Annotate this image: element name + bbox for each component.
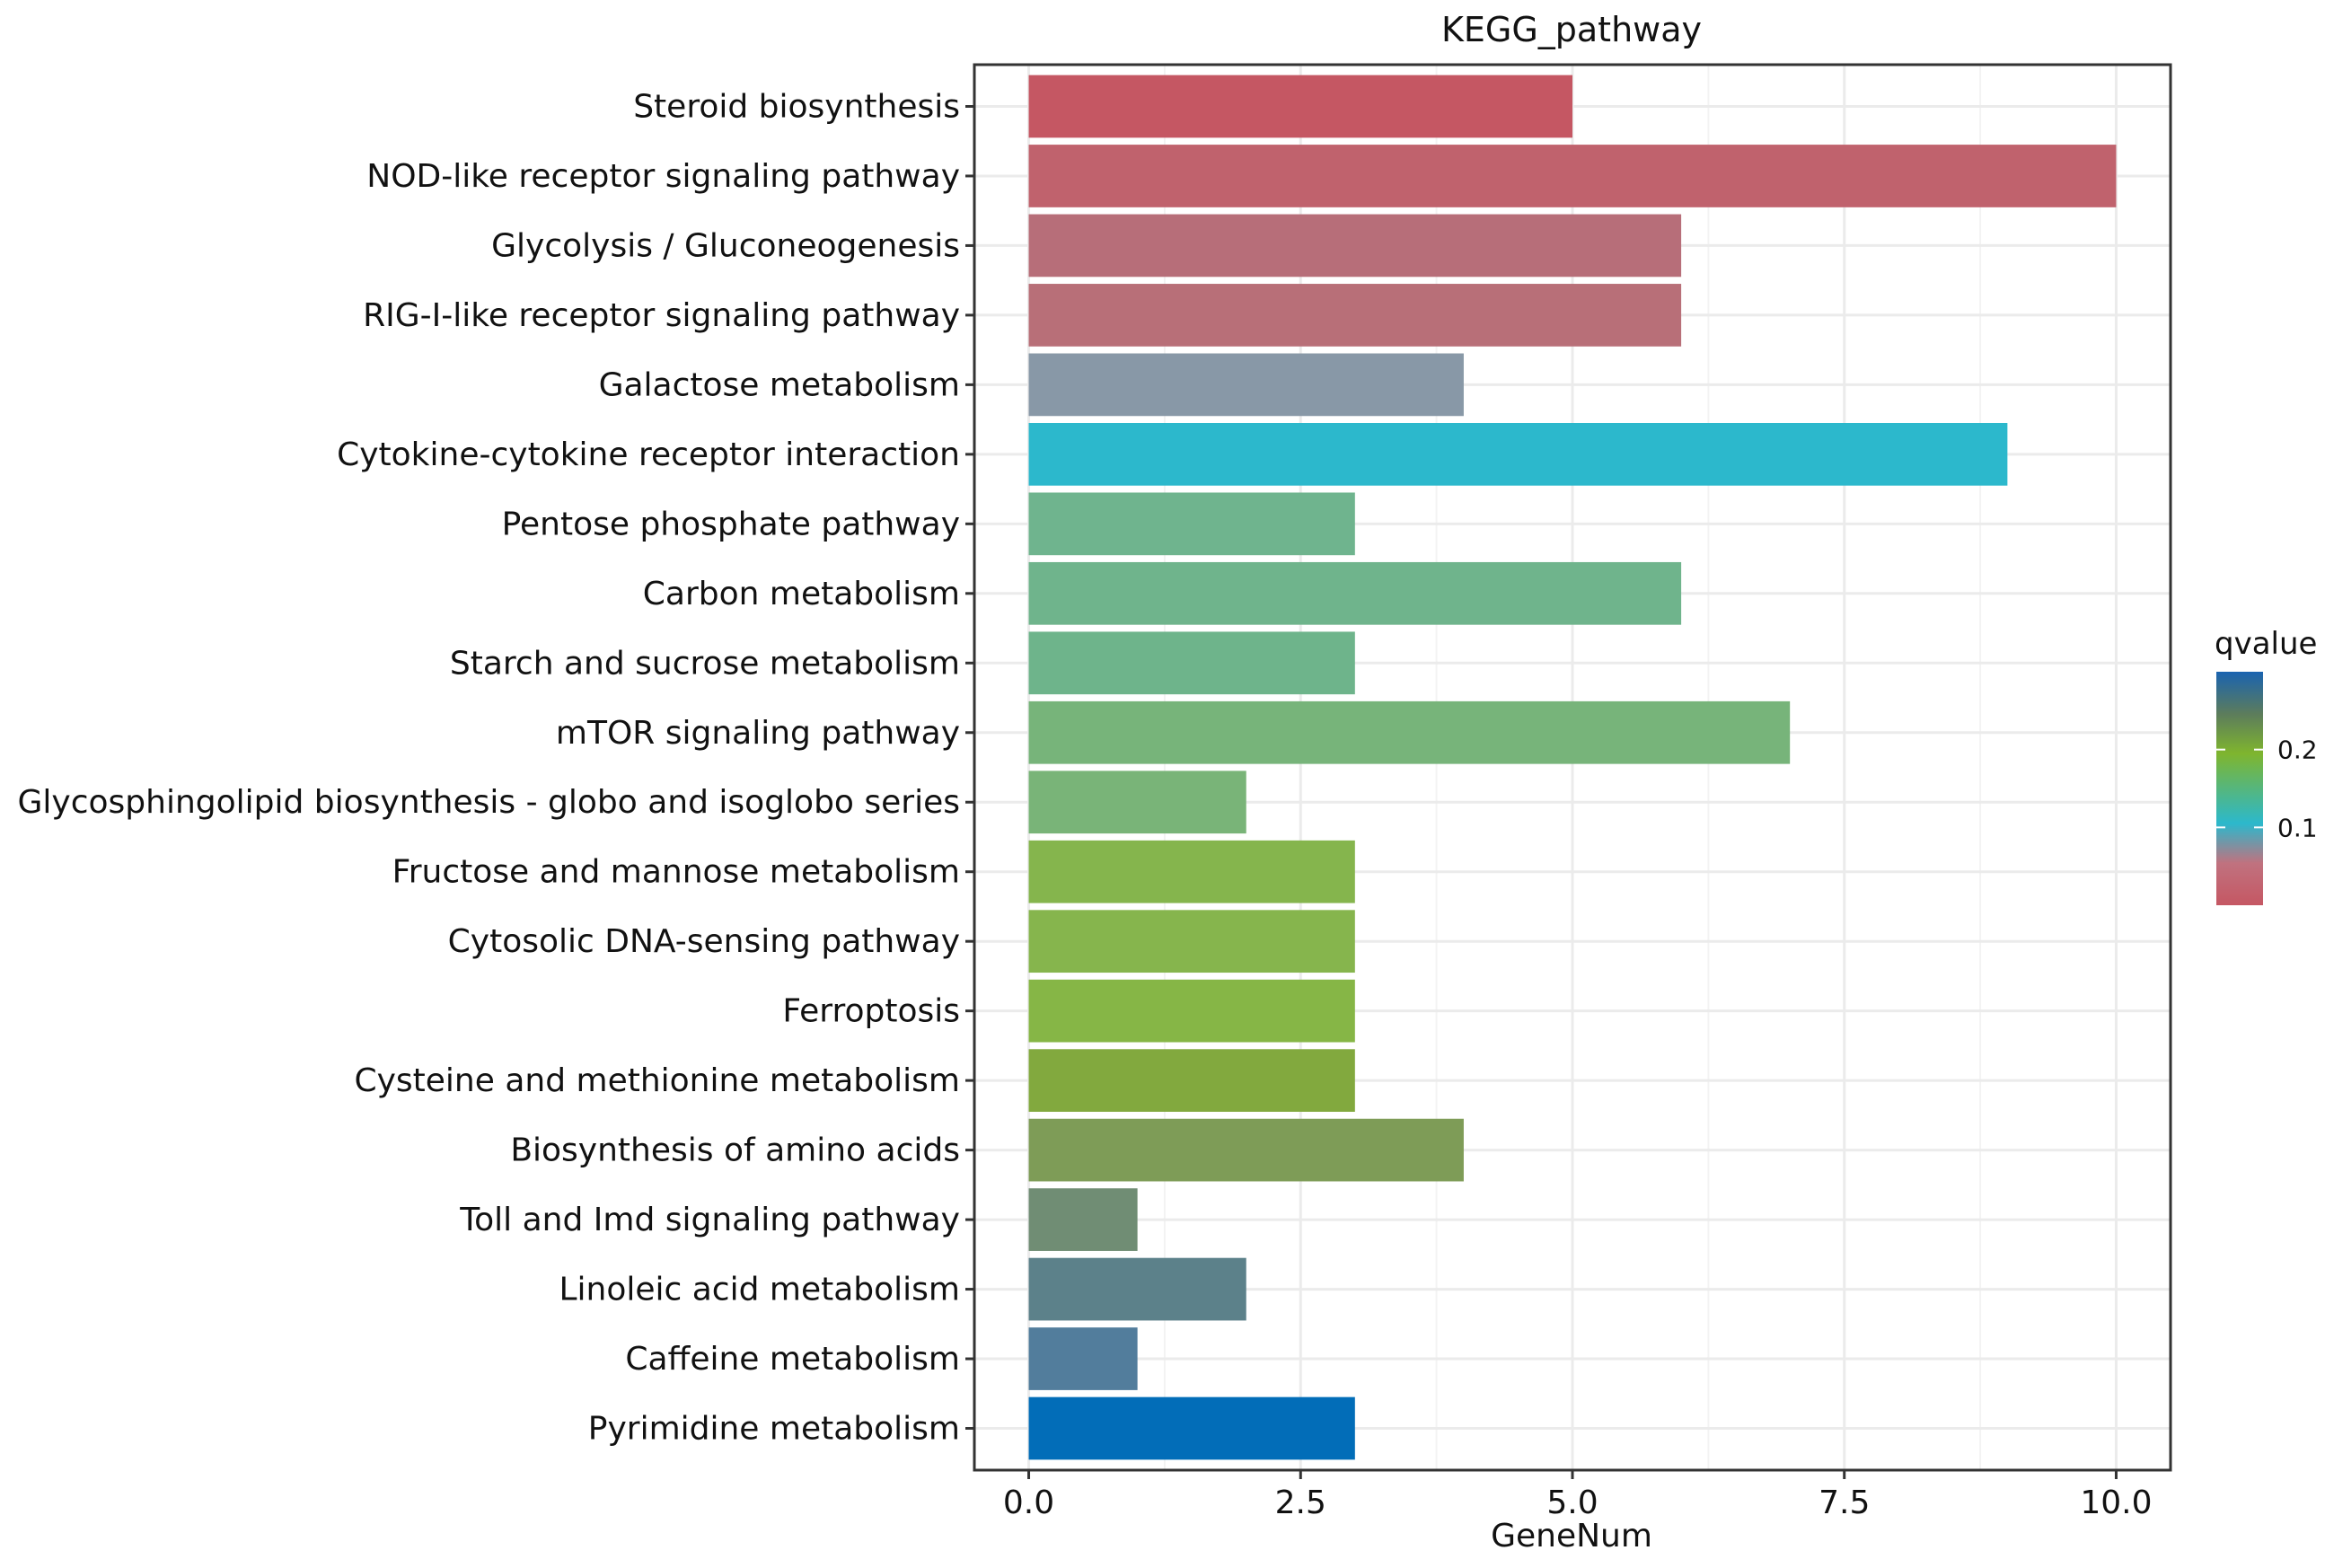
x-tick-label: 2.5 (1275, 1484, 1326, 1521)
bar-10 (1028, 771, 1246, 834)
bar-5 (1028, 422, 2008, 486)
legend-tick-label: 0.2 (2277, 736, 2318, 765)
bar-11 (1028, 840, 1355, 903)
bar-12 (1028, 910, 1355, 973)
x-axis: 0.0 2.5 5.0 7.5 10.0 (1003, 1470, 2153, 1521)
x-tick-label: 10.0 (2080, 1484, 2152, 1521)
y-tick-label: Cytokine-cytokine receptor interaction (337, 436, 960, 473)
bar-1 (1028, 145, 2117, 207)
bar-16 (1028, 1188, 1138, 1251)
bar-2 (1028, 214, 1682, 277)
y-tick-label: Cytosolic DNA-sensing pathway (448, 923, 960, 960)
legend-tick-label: 0.1 (2277, 813, 2318, 842)
bar-6 (1028, 492, 1355, 556)
legend-colorbar (2216, 672, 2263, 905)
bar-14 (1028, 1049, 1355, 1113)
bar-9 (1028, 700, 1791, 764)
y-tick-label: Caffeine metabolism (625, 1341, 960, 1378)
y-tick-label: Pyrimidine metabolism (588, 1411, 960, 1448)
y-tick-label: Glycosphingolipid biosynthesis - globo a… (18, 784, 960, 821)
y-tick-label: Biosynthesis of amino acids (510, 1132, 960, 1169)
y-tick-label: mTOR signaling pathway (556, 715, 960, 752)
y-tick-label: Toll and Imd signaling pathway (459, 1202, 960, 1238)
bar-8 (1028, 631, 1355, 695)
bar-17 (1028, 1257, 1246, 1321)
bar-15 (1028, 1118, 1464, 1182)
bar-7 (1028, 561, 1682, 625)
bars-layer (1028, 75, 2117, 1460)
bar-3 (1028, 284, 1682, 347)
y-tick-label: Fructose and mannose metabolism (392, 854, 960, 891)
legend-title: qvalue (2215, 626, 2317, 662)
y-tick-label: Linoleic acid metabolism (559, 1272, 960, 1308)
y-tick-label: Carbon metabolism (643, 576, 960, 612)
y-tick-label: RIG-I-like receptor signaling pathway (363, 297, 960, 334)
qvalue-legend: qvalue 0.2 0.1 (2215, 626, 2318, 905)
y-tick-label: Cysteine and methionine metabolism (354, 1062, 960, 1099)
bar-13 (1028, 979, 1355, 1043)
x-tick-label: 0.0 (1003, 1484, 1054, 1521)
bar-4 (1028, 353, 1464, 417)
y-axis: Steroid biosynthesis NOD-like receptor si… (18, 88, 974, 1448)
y-tick-label: Starch and sucrose metabolism (450, 645, 960, 682)
bar-18 (1028, 1327, 1138, 1390)
y-tick-label: NOD-like receptor signaling pathway (366, 158, 960, 195)
bar-19 (1028, 1396, 1355, 1460)
y-tick-label: Steroid biosynthesis (633, 88, 960, 125)
x-tick-label: 7.5 (1819, 1484, 1870, 1521)
x-tick-label: 5.0 (1546, 1484, 1598, 1521)
y-tick-label: Galactose metabolism (599, 366, 960, 403)
y-tick-label: Glycolysis / Gluconeogenesis (491, 227, 960, 264)
x-axis-label: GeneNum (1491, 1518, 1652, 1555)
y-tick-label: Ferroptosis (782, 993, 960, 1030)
chart-title: KEGG_pathway (1441, 10, 1702, 49)
bar-0 (1028, 75, 1572, 138)
y-tick-label: Pentose phosphate pathway (502, 506, 960, 542)
